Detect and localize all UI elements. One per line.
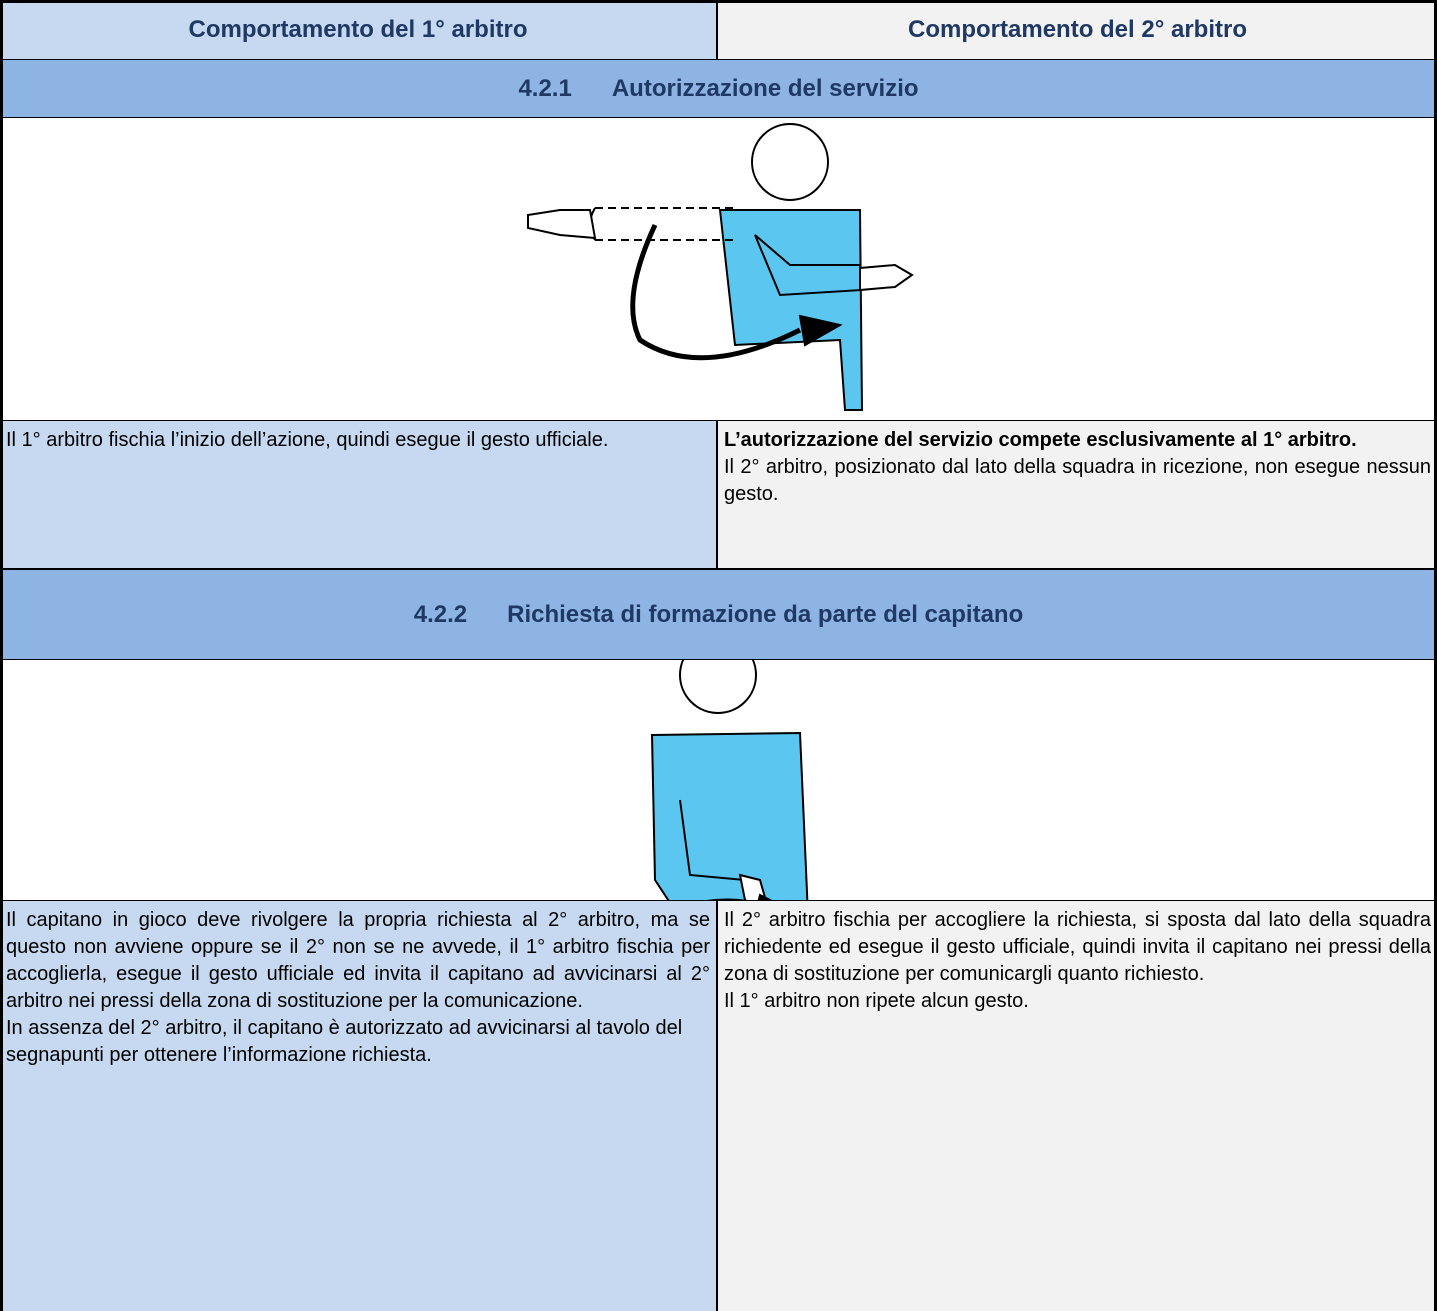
illustration <box>650 660 809 900</box>
paragraph: Il 2° arbitro, posizionato dal lato dell… <box>724 456 1431 505</box>
section-header: 4.2.2 Richiesta di formazione da parte de… <box>0 568 1437 660</box>
section-number: 4.2.1 <box>518 74 572 102</box>
section-header: 4.2.1 Autorizzazione del servizio <box>0 60 1437 118</box>
header-text: Comportamento del 1° arbitro <box>188 15 528 43</box>
section-number: 4.2.2 <box>413 600 468 628</box>
section-title: Autorizzazione del servizio <box>611 74 919 102</box>
paragraph: Il 2° arbitro fischia per accogliere la … <box>724 909 1431 985</box>
header-cell: Comportamento del 2° arbitro <box>718 0 1437 60</box>
header-cell: Comportamento del 1° arbitro <box>0 0 718 60</box>
header-text: Comportamento del 2° arbitro <box>908 15 1247 43</box>
section-title: Richiesta di formazione da parte del cap… <box>507 600 1024 628</box>
bold-paragraph: L’autorizzazione del servizio compete es… <box>724 429 1357 451</box>
paragraph: Il 1° arbitro fischia l’inizio dell’azio… <box>6 429 609 451</box>
text-cell: L’autorizzazione del servizio compete es… <box>718 420 1437 568</box>
illustration <box>527 123 914 411</box>
paragraph: Il 1° arbitro non ripete alcun gesto. <box>724 990 1029 1012</box>
text-cell: Il 1° arbitro fischia l’inizio dell’azio… <box>0 420 718 568</box>
text-cell: Il capitano in gioco deve rivolgere la p… <box>0 900 718 1311</box>
text-cell: Il 2° arbitro fischia per accogliere la … <box>718 900 1437 1311</box>
paragraph: In assenza del 2° arbitro, il capitano è… <box>6 1017 683 1066</box>
paragraph: Il capitano in gioco deve rivolgere la p… <box>6 909 710 1012</box>
